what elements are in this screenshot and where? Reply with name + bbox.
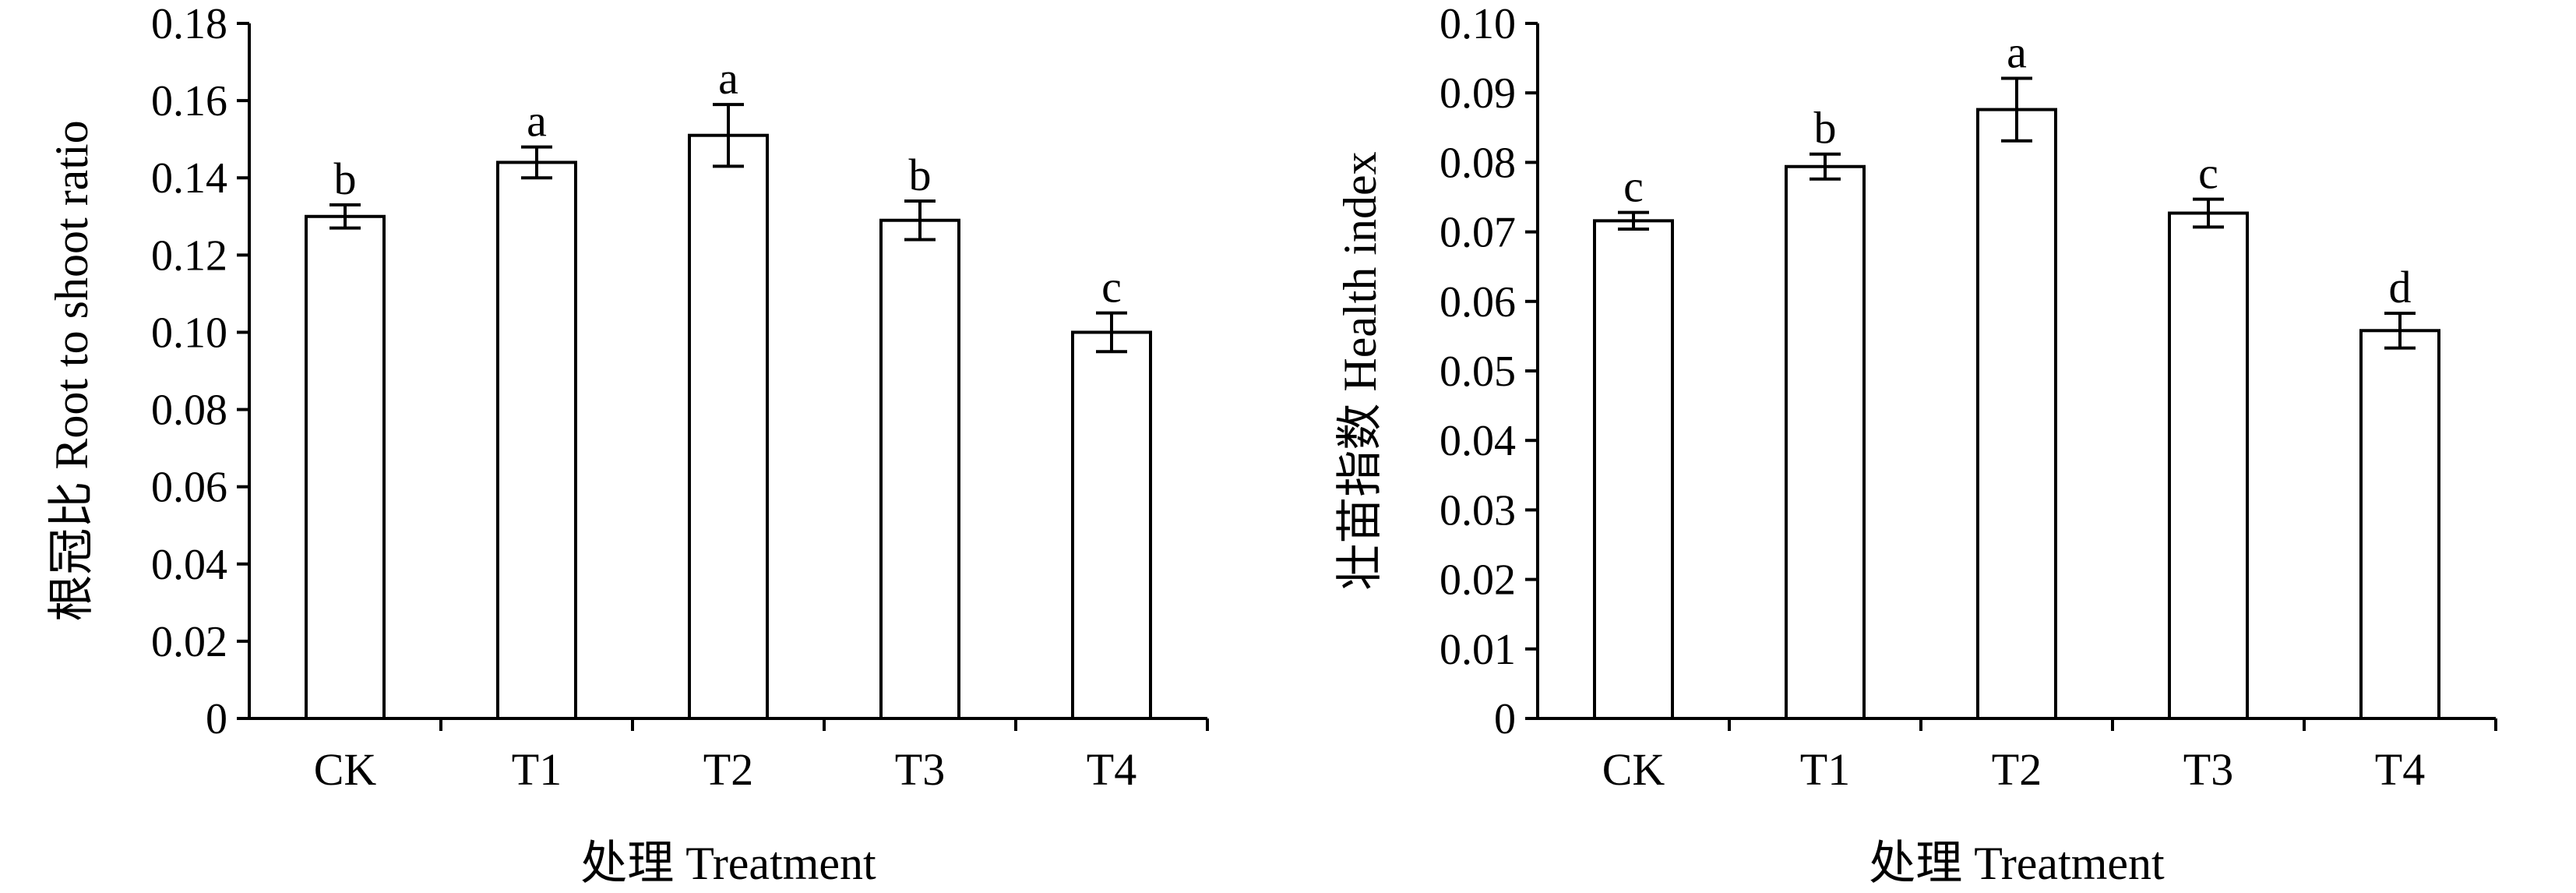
significance-letter: a (2007, 26, 2027, 77)
x-category-label: T1 (1800, 744, 1850, 795)
y-tick-label: 0.08 (1440, 139, 1516, 187)
bar (879, 218, 960, 720)
x-axis-title: 处理 Treatment (580, 838, 876, 889)
x-category-label: T2 (703, 744, 753, 795)
significance-letter: c (2198, 148, 2218, 199)
x-axis-title: 处理 Treatment (1869, 838, 2165, 889)
y-tick-label: 0 (1494, 695, 1516, 743)
x-category-label: T3 (2183, 744, 2233, 795)
significance-letter: b (334, 154, 357, 204)
bar (1071, 330, 1152, 720)
significance-letter: b (909, 150, 932, 200)
x-category-label: T1 (512, 744, 562, 795)
y-tick-label: 0.12 (151, 231, 227, 280)
y-tick-label: 0.03 (1440, 486, 1516, 535)
y-tick-label: 0.18 (151, 0, 227, 48)
y-tick-label: 0.09 (1440, 69, 1516, 118)
x-category-label: CK (314, 744, 377, 795)
bar (1976, 108, 2057, 721)
y-tick-label: 0.10 (1440, 0, 1516, 48)
y-axis-title: 壮苗指数 Health index (1334, 151, 1386, 590)
significance-letter: a (718, 53, 738, 104)
x-category-label: CK (1602, 744, 1665, 795)
x-category-label: T4 (2375, 744, 2425, 795)
x-category-label: T3 (895, 744, 945, 795)
bar (2168, 211, 2249, 720)
y-tick-label: 0.10 (151, 309, 227, 357)
y-tick-label: 0.08 (151, 386, 227, 435)
y-tick-label: 0 (206, 695, 227, 743)
y-axis-title: 根冠比 Root to shoot ratio (46, 120, 97, 621)
bar (496, 161, 577, 720)
bar (2359, 329, 2440, 720)
y-tick-label: 0.06 (151, 464, 227, 512)
root-shoot-ratio-bar-chart: 0 0.02 0.04 0.06 0.08 0.10 0.12 0.14 0.16 0.18 b CK… (46, 0, 1209, 889)
significance-letter: b (1814, 103, 1837, 154)
y-tick-label: 0.14 (151, 154, 227, 203)
chart-panel-health-index: 0 0.01 0.02 0.03 0.04 0.05 0.06 0.07 0.08 0.09 0.1… (1288, 0, 2576, 893)
y-tick-label: 0.02 (151, 618, 227, 666)
significance-letter: d (2389, 262, 2412, 312)
y-tick-label: 0.05 (1440, 348, 1516, 396)
bar (1593, 219, 1674, 720)
bar (305, 214, 386, 720)
y-tick-label: 0.02 (1440, 556, 1516, 605)
chart-panel-root-shoot-ratio: 0 0.02 0.04 0.06 0.08 0.10 0.12 0.14 0.16 0.18 b CK… (46, 0, 1209, 889)
y-tick-label: 0.16 (151, 77, 227, 125)
bar (688, 133, 769, 720)
y-tick-label: 0.06 (1440, 278, 1516, 326)
y-tick-label: 0.07 (1440, 209, 1516, 257)
bar (1785, 164, 1866, 720)
y-tick-label: 0.04 (1440, 417, 1516, 465)
health-index-bar-chart: 0 0.01 0.02 0.03 0.04 0.05 0.06 0.07 0.08 0.09 0.1… (1334, 0, 2497, 889)
y-tick-label: 0.01 (1440, 626, 1516, 674)
significance-letter: c (1623, 161, 1644, 212)
significance-letter: a (527, 96, 547, 146)
significance-letter: c (1101, 262, 1122, 312)
x-category-label: T2 (1992, 744, 2042, 795)
y-tick-label: 0.04 (151, 541, 227, 589)
x-category-label: T4 (1087, 744, 1136, 795)
